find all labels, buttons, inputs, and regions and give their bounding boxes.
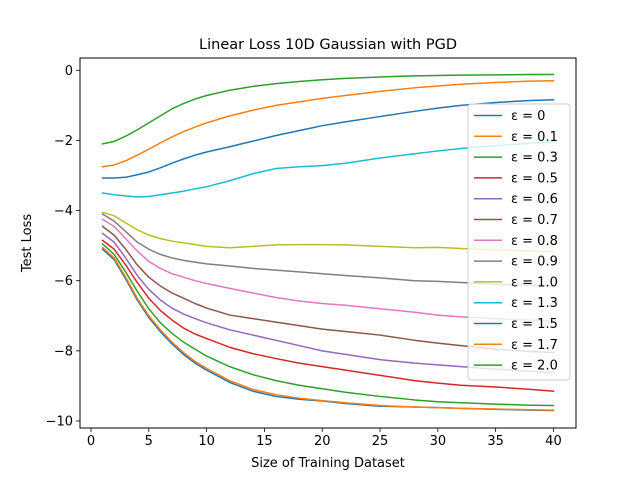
- legend-entries: ε = 0 ε = 0.1 ε = 0.3 ε = 0.5 ε = 0.6 ε = 0.7…: [474, 109, 558, 374]
- legend-label-6: ε = 0.8: [511, 234, 558, 249]
- legend-label-4: ε = 0.6: [511, 192, 558, 207]
- series-line-2: [101, 242, 555, 407]
- plot-frame: [79, 57, 577, 429]
- legend-label-5: ε = 0.7: [511, 213, 558, 228]
- legend-label-8: ε = 1.0: [511, 275, 558, 290]
- legend-label-0: ε = 0: [511, 109, 545, 124]
- y-tick-label: 0: [65, 64, 73, 79]
- x-tick-label: 25: [372, 434, 389, 449]
- legend-label-7: ε = 0.9: [511, 255, 558, 270]
- y-tick-label: −4: [54, 204, 73, 219]
- x-axis: 0 5 10 15 20 25 30 35 40: [87, 428, 562, 449]
- y-tick-label: −6: [54, 274, 73, 289]
- x-tick-label: 0: [87, 434, 95, 449]
- series-line-10: [101, 98, 555, 179]
- x-tick-label: 15: [256, 434, 273, 449]
- legend-label-2: ε = 0.3: [511, 151, 558, 166]
- series-line-5: [101, 225, 555, 354]
- x-tick-label: 5: [145, 434, 153, 449]
- x-axis-label: Size of Training Dataset: [251, 456, 405, 471]
- chart-title: Linear Loss 10D Gaussian with PGD: [199, 37, 457, 53]
- series-line-4: [101, 232, 555, 374]
- x-tick-label: 10: [198, 434, 215, 449]
- x-tick-label: 35: [487, 434, 504, 449]
- legend-label-10: ε = 1.5: [511, 317, 558, 332]
- legend-label-12: ε = 2.0: [511, 359, 558, 374]
- series-line-7: [101, 213, 555, 287]
- y-axis: 0 −2 −4 −6 −8 −10: [46, 64, 80, 429]
- legend-box: [467, 103, 571, 381]
- legend-label-1: ε = 0.1: [511, 130, 558, 145]
- series-line-6: [101, 218, 555, 322]
- y-tick-label: −10: [46, 414, 73, 429]
- series-layer: [101, 73, 555, 412]
- x-tick-label: 30: [430, 434, 447, 449]
- y-tick-label: −8: [54, 344, 73, 359]
- y-tick-label: −2: [54, 134, 73, 149]
- legend-label-3: ε = 0.5: [511, 171, 558, 186]
- series-line-12: [101, 73, 555, 145]
- x-tick-label: 20: [314, 434, 331, 449]
- legend: ε = 0 ε = 0.1 ε = 0.3 ε = 0.5 ε = 0.6 ε = 0.7…: [467, 103, 571, 381]
- series-line-3: [101, 239, 555, 392]
- series-line-9: [101, 141, 555, 198]
- x-tick-label: 40: [545, 434, 562, 449]
- legend-label-11: ε = 1.7: [511, 338, 558, 353]
- series-line-11: [101, 80, 555, 168]
- series-line-1: [101, 246, 555, 411]
- series-line-8: [101, 211, 555, 253]
- legend-label-9: ε = 1.3: [511, 296, 558, 311]
- y-axis-label: Test Loss: [20, 214, 35, 273]
